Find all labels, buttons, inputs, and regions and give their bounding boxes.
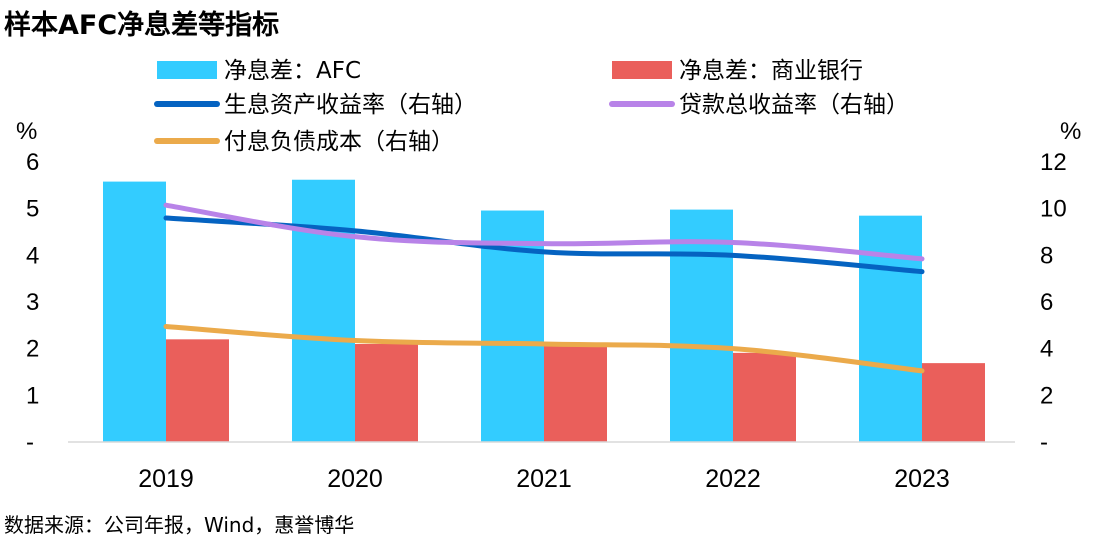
x-tick-label: 2020: [327, 465, 383, 493]
left-axis-ticks: - 1 2 3 4 5 6: [26, 149, 39, 456]
left-tick-label: 6: [26, 149, 39, 176]
legend-label: 付息负债成本（右轴）: [224, 129, 454, 155]
right-tick-label: 6: [1040, 289, 1053, 316]
bar-afc-nim: [103, 181, 166, 442]
bar-bank-nim: [355, 344, 418, 442]
bar-bank-nim: [733, 352, 796, 442]
legend-label: 生息资产收益率（右轴）: [224, 92, 477, 118]
bar-bank-nim: [544, 344, 607, 442]
source-note: 数据来源：公司年报，Wind，惠誉博华: [4, 513, 354, 537]
bar-bank-nim: [166, 339, 229, 442]
lines: [163, 202, 925, 374]
right-tick-label: 2: [1040, 382, 1053, 409]
left-tick-label: 5: [26, 196, 39, 223]
right-tick-label: 4: [1040, 336, 1053, 363]
legend-swatch: [612, 61, 672, 79]
bar-afc-nim: [859, 215, 922, 442]
left-tick-label: 1: [26, 382, 39, 409]
x-tick-label: 2019: [138, 465, 194, 493]
right-tick-label: 10: [1040, 196, 1067, 223]
x-tick-label: 2021: [516, 465, 572, 493]
bar-bank-nim: [922, 363, 985, 442]
left-tick-label: 3: [26, 289, 39, 316]
right-axis-unit: %: [1060, 118, 1081, 145]
chart-title: 样本AFC净息差等指标: [4, 9, 279, 41]
legend-label: 贷款总收益率（右轴）: [679, 92, 909, 118]
left-axis-unit: %: [16, 118, 37, 145]
right-tick-label: -: [1040, 429, 1048, 456]
legend-swatch: [157, 61, 217, 79]
bar-afc-nim: [670, 209, 733, 442]
line-loan-yield: [163, 202, 925, 262]
right-axis-ticks: - 2 4 6 8 10 12: [1040, 149, 1067, 456]
left-tick-label: 4: [26, 242, 39, 269]
right-tick-label: 12: [1040, 149, 1067, 176]
legend-label: 净息差：商业银行: [679, 58, 863, 84]
left-tick-label: -: [26, 429, 34, 456]
bar-afc-nim: [292, 179, 355, 442]
legend-label: 净息差：AFC: [224, 58, 361, 84]
left-tick-label: 2: [26, 336, 39, 363]
line-funding-cost: [163, 324, 925, 374]
right-tick-label: 8: [1040, 242, 1053, 269]
x-axis-ticks: 2019 2020 2021 2022 2023: [138, 465, 950, 493]
x-tick-label: 2022: [705, 465, 761, 493]
x-tick-label: 2023: [894, 465, 950, 493]
